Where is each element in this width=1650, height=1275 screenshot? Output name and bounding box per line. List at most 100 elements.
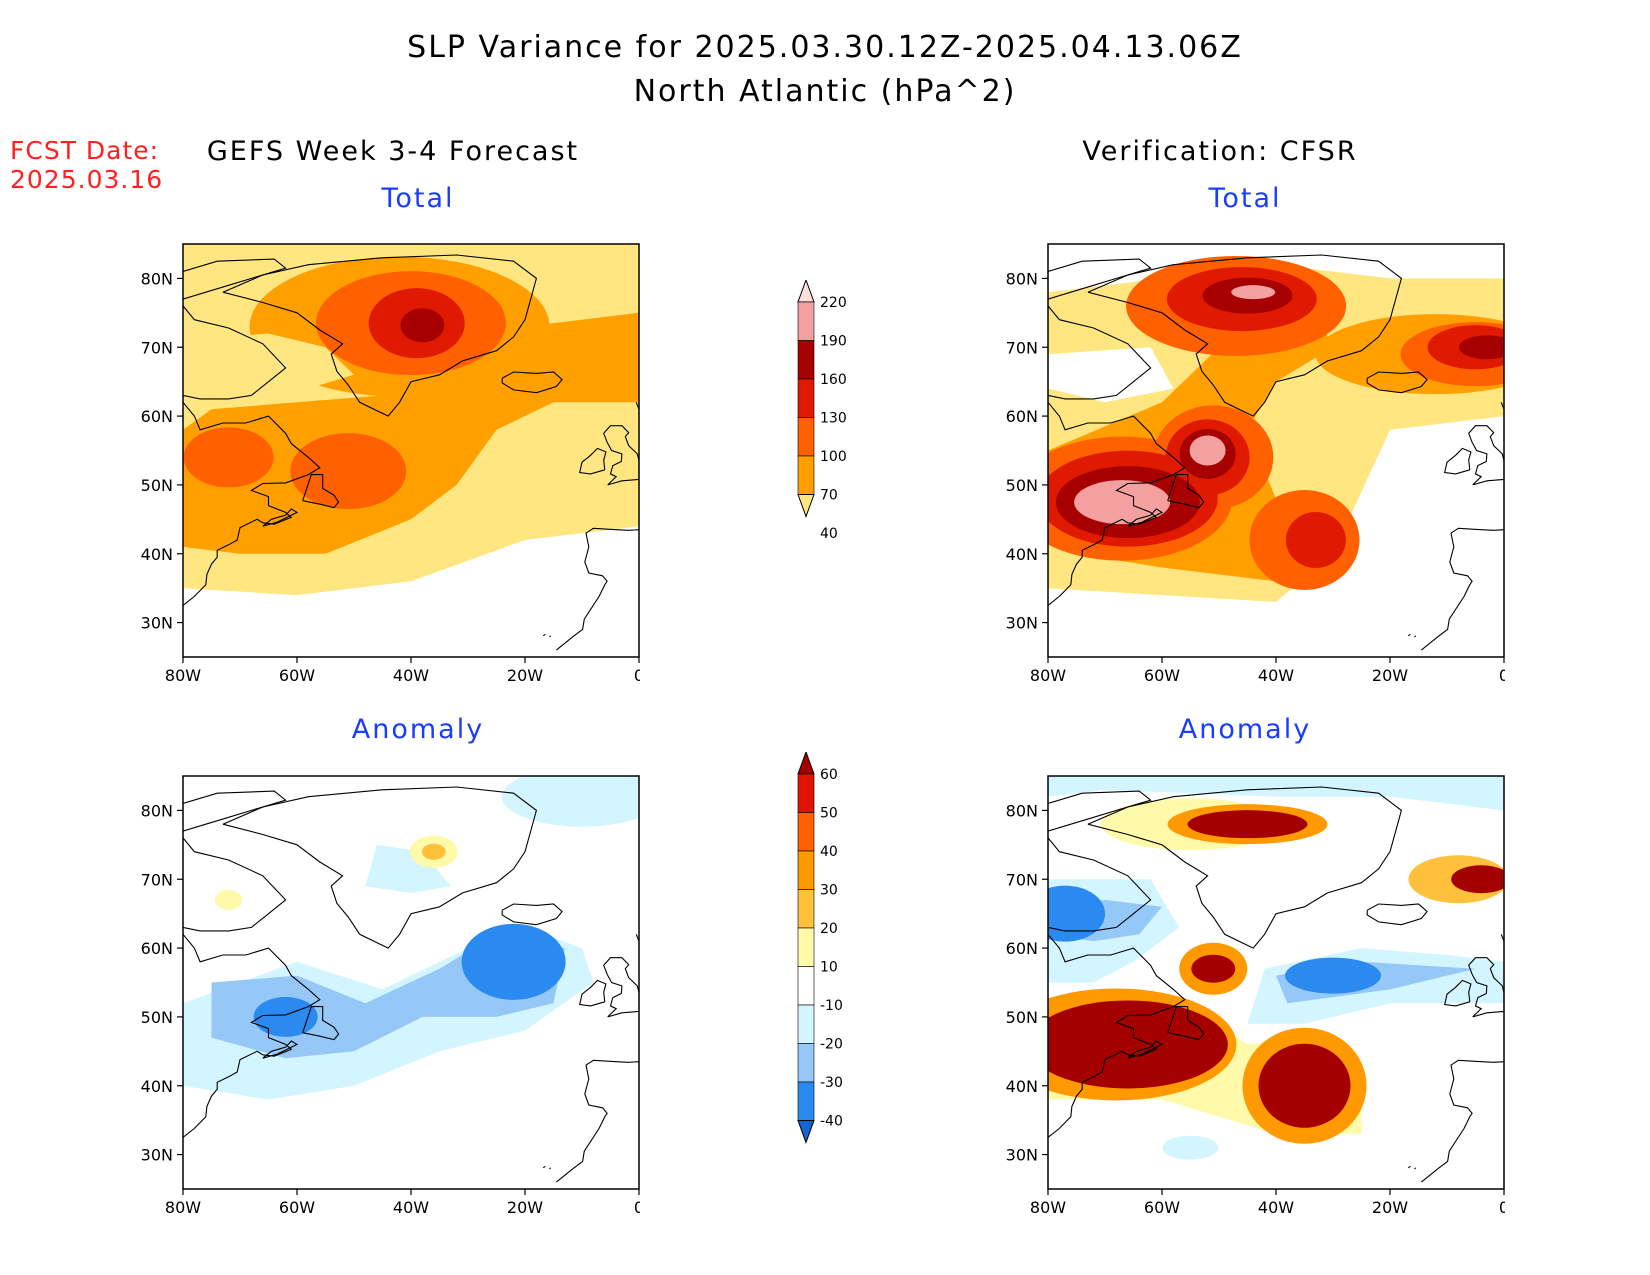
contour-19 bbox=[1162, 1135, 1219, 1160]
lat-tick-label: 30N bbox=[1006, 1146, 1038, 1165]
coastline-3 bbox=[1048, 401, 1186, 606]
panel-title-verification-total: Total bbox=[1208, 183, 1282, 214]
map-verification-anomaly: 80N 70N 60N 50N 40N 30N 80W 60W 40W 20W 0 bbox=[1006, 775, 1505, 1217]
colorbar-segment bbox=[797, 927, 815, 967]
lat-tick-label: 80N bbox=[1006, 801, 1038, 820]
lat-tick-label: 60N bbox=[141, 407, 173, 426]
lat-tick-label: 40N bbox=[1006, 1077, 1038, 1096]
coastline-11 bbox=[549, 1167, 552, 1170]
contour-3 bbox=[1048, 347, 1174, 403]
contour-8 bbox=[214, 889, 243, 910]
lat-tick-label: 60N bbox=[141, 939, 173, 958]
coastline-5 bbox=[262, 1040, 299, 1059]
colorbar-label: -40 bbox=[820, 1114, 843, 1130]
coastline-7 bbox=[1468, 425, 1504, 486]
colorbar-segment bbox=[797, 850, 815, 890]
colorbar-label: -20 bbox=[820, 1037, 843, 1053]
colorbar-segment bbox=[797, 773, 815, 813]
lon-tick-label: 40W bbox=[1258, 666, 1294, 685]
colorbar-bottom-triangle bbox=[797, 494, 815, 518]
lat-tick-label: 50N bbox=[141, 1008, 173, 1027]
coastline-7 bbox=[603, 425, 639, 486]
coastlines bbox=[1048, 786, 1504, 1183]
contour-18 bbox=[1258, 1043, 1351, 1128]
contour-3 bbox=[1048, 885, 1106, 942]
lon-tick-label: 0 bbox=[634, 1198, 640, 1217]
panel-title-forecast-total: Total bbox=[381, 183, 455, 214]
lat-tick-label: 80N bbox=[1006, 269, 1038, 288]
panel-title-forecast-anomaly: Anomaly bbox=[351, 714, 485, 745]
right-column-title: Verification: CFSR bbox=[1082, 136, 1358, 167]
colorbar-label: -10 bbox=[820, 998, 843, 1014]
coastline-2 bbox=[183, 837, 287, 932]
coastline-10 bbox=[1407, 633, 1411, 637]
lat-tick-label: 40N bbox=[141, 1077, 173, 1096]
contour-4 bbox=[461, 923, 566, 1000]
lon-tick-label: 60W bbox=[1144, 1198, 1180, 1217]
colorbar-label: 40 bbox=[820, 844, 838, 860]
coastlines bbox=[183, 786, 639, 1183]
colorbar-segment bbox=[797, 1081, 815, 1121]
colorbar-label: 50 bbox=[820, 806, 838, 822]
contour-5 bbox=[253, 996, 318, 1037]
colorbar-total: 220 190 160 130 100 70 40 bbox=[797, 280, 847, 542]
coastline-8 bbox=[579, 447, 607, 475]
lat-tick-label: 60N bbox=[1006, 407, 1038, 426]
forecast-date-label: FCST Date: bbox=[10, 136, 160, 165]
colorbar-top-triangle bbox=[797, 752, 815, 775]
colorbar-label: 10 bbox=[820, 960, 838, 976]
contour-10 bbox=[1187, 810, 1308, 839]
coastline-10 bbox=[1407, 1165, 1411, 1169]
shaded-field bbox=[183, 244, 639, 657]
lon-tick-label: 0 bbox=[634, 666, 640, 685]
contour-3 bbox=[183, 427, 274, 488]
colorbar-segment bbox=[797, 889, 815, 929]
coastline-3 bbox=[183, 401, 321, 606]
forecast-date: FCST Date: 2025.03.16 bbox=[10, 136, 163, 194]
coastline-6 bbox=[501, 903, 563, 926]
coastline-7 bbox=[603, 957, 639, 1018]
coastline-0 bbox=[222, 254, 538, 417]
coastline-5 bbox=[262, 508, 299, 527]
lat-tick-label: 70N bbox=[141, 870, 173, 889]
map-forecast-anomaly: 80N 70N 60N 50N 40N 30N 80W 60W 40W 20W 0 bbox=[141, 775, 640, 1217]
coastline-2 bbox=[1048, 837, 1152, 932]
coastline-0 bbox=[1087, 786, 1403, 949]
lon-tick-label: 20W bbox=[1372, 1198, 1408, 1217]
colorbar-label: 130 bbox=[820, 411, 847, 427]
shaded-field bbox=[1048, 776, 1504, 1189]
coastline-4 bbox=[1167, 474, 1205, 509]
coastline-10 bbox=[542, 1165, 546, 1169]
lon-tick-label: 60W bbox=[1144, 666, 1180, 685]
colorbar-segment bbox=[797, 455, 815, 495]
coastline-0 bbox=[1087, 254, 1403, 417]
colorbar-segment bbox=[797, 340, 815, 380]
lat-tick-label: 70N bbox=[1006, 338, 1038, 357]
lon-tick-label: 60W bbox=[279, 1198, 315, 1217]
coastline-9 bbox=[555, 527, 639, 651]
shaded-field bbox=[183, 776, 639, 1189]
coastline-4 bbox=[1167, 1006, 1205, 1041]
coastline-2 bbox=[183, 305, 287, 400]
lon-tick-label: 80W bbox=[1030, 666, 1066, 685]
lon-tick-label: 80W bbox=[165, 1198, 201, 1217]
colorbar-label: 220 bbox=[820, 295, 847, 311]
lon-tick-label: 60W bbox=[279, 666, 315, 685]
coastline-10 bbox=[542, 633, 546, 637]
contour-2 bbox=[365, 844, 451, 893]
colorbar-label: 190 bbox=[820, 334, 847, 350]
coastline-5 bbox=[1127, 508, 1164, 527]
coastline-11 bbox=[1414, 635, 1417, 638]
lon-tick-label: 0 bbox=[1499, 666, 1505, 685]
colorbar-segment bbox=[797, 1004, 815, 1044]
contour-16 bbox=[1048, 1000, 1228, 1089]
colorbar-segment bbox=[797, 301, 815, 341]
lon-tick-label: 80W bbox=[1030, 1198, 1066, 1217]
coastline-2 bbox=[1048, 305, 1152, 400]
contour-19 bbox=[1074, 480, 1171, 525]
colorbar-label: 70 bbox=[820, 488, 838, 504]
colorbar-label: -30 bbox=[820, 1075, 843, 1091]
contour-8 bbox=[183, 333, 354, 396]
lat-tick-label: 70N bbox=[1006, 870, 1038, 889]
contour-4 bbox=[290, 433, 407, 510]
